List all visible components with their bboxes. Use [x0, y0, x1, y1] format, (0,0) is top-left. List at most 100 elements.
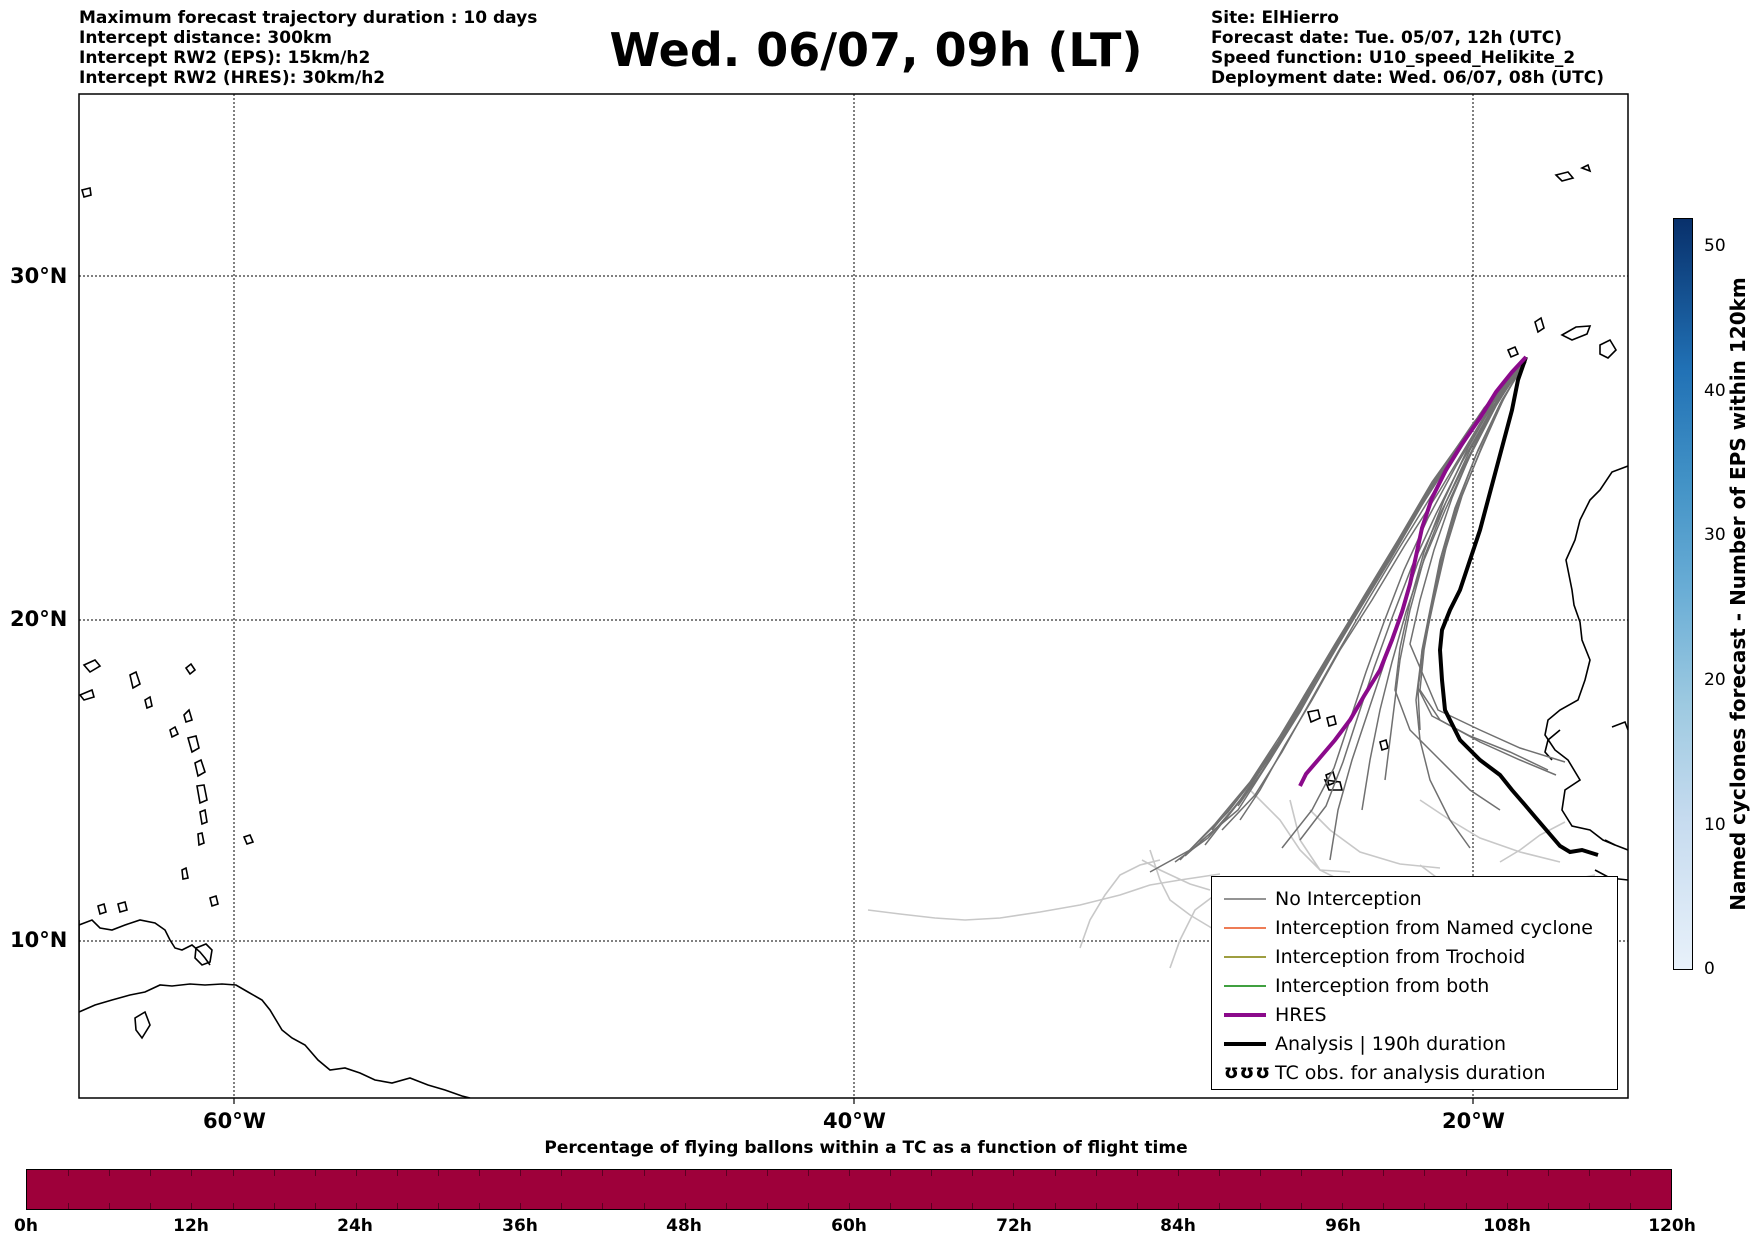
island-madeira-2 [1580, 163, 1592, 173]
colorbar-minor-tick [725, 1170, 727, 1176]
island-7 [197, 832, 205, 847]
colorbar-minor-tick [766, 1203, 768, 1209]
traj-16 [1329, 365, 1523, 861]
time-tick-0h: 0h [14, 1216, 38, 1236]
colorbar-minor-tick [1177, 1170, 1179, 1176]
colorbar-minor-tick [1013, 1203, 1015, 1209]
colorbar-minor-tick [561, 1203, 563, 1209]
colorbar-minor-tick [1218, 1203, 1220, 1209]
traj-9 [1204, 373, 1517, 846]
header-right-info: Site: ElHierro Forecast date: Tue. 05/07… [1211, 8, 1604, 88]
island-12 [117, 901, 128, 913]
island-canary-2 [1560, 325, 1592, 341]
page-title: Wed. 06/07, 09h (LT) [609, 23, 1143, 77]
island-5 [196, 784, 208, 805]
colorbar-minor-tick [725, 1203, 727, 1209]
colorbar-minor-tick [438, 1170, 439, 1176]
colorbar-tick-50: 50 [1704, 236, 1726, 256]
colorbar-minor-tick [1054, 1203, 1056, 1209]
island-15 [79, 688, 95, 701]
coast-venezuela-gulf [79, 919, 211, 966]
island-puerto-area [81, 187, 92, 198]
coast-south-america [79, 983, 471, 1098]
island-trinidad [194, 943, 213, 966]
colorbar-minor-tick [1013, 1170, 1015, 1176]
legend-item-both: Interception from both [1212, 971, 1617, 1000]
colorbar-minor-tick [68, 1170, 70, 1176]
colorbar-minor-tick [1342, 1170, 1344, 1176]
colorbar-minor-tick [191, 1170, 193, 1176]
axis-ticks [233, 1098, 1474, 1104]
legend-swatch-no-interception [1224, 898, 1266, 900]
traj-light-3 [1141, 859, 1211, 891]
legend-item-trochoid: Interception from Trochoid [1212, 942, 1617, 971]
colorbar-minor-tick [314, 1170, 316, 1176]
lon-label-60w: 60°W [203, 1109, 266, 1133]
traj-light-7 [1419, 799, 1561, 863]
lat-label-10n: 10°N [10, 928, 68, 952]
colorbar-minor-tick [1054, 1170, 1056, 1176]
colorbar-tick-0: 0 [1704, 959, 1715, 979]
time-tick-72h: 72h [996, 1216, 1032, 1236]
colorbar-minor-tick [1465, 1203, 1467, 1209]
colorbar-minor-tick [1177, 1203, 1179, 1209]
colorbar-minor-tick [602, 1170, 604, 1176]
traj-20 [1409, 359, 1566, 763]
legend-swatch-analysis [1224, 1042, 1266, 1046]
legend-item-no-interception: No Interception [1212, 884, 1617, 913]
colorbar-minor-tick [232, 1170, 234, 1176]
colorbar-minor-tick [890, 1170, 892, 1176]
max-duration-text: Maximum forecast trajectory duration : 1… [79, 8, 538, 28]
island-4 [194, 758, 206, 778]
traj-15 [1415, 361, 1525, 849]
colorbar-minor-tick [849, 1203, 850, 1209]
legend-label: Interception from Named cyclone [1275, 917, 1593, 939]
island-17 [144, 695, 153, 710]
time-tick-108h: 108h [1483, 1216, 1531, 1236]
colorbar-minor-tick [1301, 1170, 1303, 1176]
colorbar-minor-tick [931, 1170, 933, 1176]
header-left-info: Maximum forecast trajectory duration : 1… [79, 8, 537, 88]
legend-label: Analysis | 190h duration [1275, 1033, 1507, 1055]
colorbar-minor-tick [191, 1203, 193, 1209]
legend-label: TC obs. for analysis duration [1275, 1062, 1546, 1084]
colorbar-minor-tick [1588, 1203, 1590, 1209]
island-18 [169, 725, 180, 739]
colorbar-minor-tick [1506, 1170, 1508, 1176]
colorbar-minor-tick [1383, 1203, 1385, 1209]
colorbar-minor-tick [849, 1170, 850, 1176]
colorbar-minor-tick [684, 1170, 686, 1176]
colorbar-minor-tick [355, 1170, 357, 1176]
intercept-eps-text: Intercept RW2 (EPS): 15km/h2 [79, 48, 371, 68]
legend-label: No Interception [1275, 888, 1422, 910]
traj-21 [1394, 361, 1525, 811]
legend-swatch-both [1224, 985, 1266, 987]
coast-lake-1 [1604, 839, 1616, 846]
time-tick-24h: 24h [337, 1216, 373, 1236]
colorbar-horizontal [26, 1169, 1672, 1210]
traj-19 [1281, 369, 1519, 849]
island-9 [209, 894, 219, 908]
time-tick-120h: 120h [1648, 1216, 1696, 1236]
colorbar-minor-tick [479, 1203, 481, 1209]
time-tick-96h: 96h [1325, 1216, 1361, 1236]
island-1 [184, 662, 197, 676]
traj-light-9 [1149, 849, 1216, 931]
colorbar-minor-tick [109, 1203, 111, 1209]
colorbar-minor-tick [1095, 1203, 1097, 1209]
colorbar-minor-tick [273, 1203, 275, 1209]
island-capeverde-3 [1379, 738, 1389, 752]
colorbar-minor-tick [150, 1203, 152, 1209]
colorbar-minor-tick [1629, 1170, 1631, 1176]
island-madeira [1554, 171, 1575, 182]
island-canary-4 [1506, 345, 1520, 359]
traj-light-10 [1499, 821, 1566, 863]
time-tick-60h: 60h [831, 1216, 867, 1236]
coast-africa-lower [1611, 720, 1628, 731]
deployment-date-text: Deployment date: Wed. 06/07, 08h (UTC) [1211, 68, 1605, 88]
island-10 [242, 834, 255, 845]
colorbar-minor-tick [150, 1170, 152, 1176]
traj-light-8 [1249, 789, 1351, 873]
speed-function-text: Speed function: U10_speed_Helikite_2 [1211, 48, 1576, 68]
colorbar-tick-40: 40 [1704, 381, 1726, 401]
